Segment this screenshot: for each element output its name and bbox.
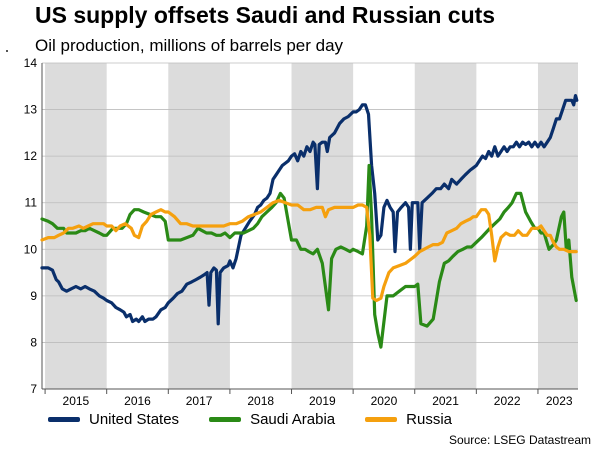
source-note: Source: LSEG Datastream bbox=[448, 433, 591, 447]
y-tick-label-11: 11 bbox=[25, 196, 38, 210]
chart-title: US supply offsets Saudi and Russian cuts bbox=[35, 2, 496, 28]
series-line-russia bbox=[40, 198, 578, 303]
shaded-band-2021 bbox=[414, 63, 477, 389]
y-tick-label-13: 13 bbox=[24, 103, 38, 117]
x-tick-label-2015: 2015 bbox=[63, 394, 90, 408]
x-tick-label-2021: 2021 bbox=[432, 394, 459, 408]
legend-label-russia: Russia bbox=[406, 411, 452, 428]
x-tick-label-2020: 2020 bbox=[371, 394, 398, 408]
legend: United States Saudi Arabia Russia bbox=[48, 411, 482, 428]
x-tick-label-2018: 2018 bbox=[247, 394, 274, 408]
y-tick-label-8: 8 bbox=[30, 335, 37, 349]
x-tick-label-2022: 2022 bbox=[494, 394, 521, 408]
y-tick-label-12: 12 bbox=[24, 149, 38, 163]
legend-item-saudi-arabia: Saudi Arabia bbox=[209, 411, 335, 428]
legend-swatch-united-states bbox=[48, 417, 80, 422]
legend-swatch-russia bbox=[365, 417, 398, 422]
shaded-year-bands bbox=[45, 63, 578, 389]
gridlines bbox=[42, 62, 578, 343]
series-line-united-states bbox=[40, 94, 579, 326]
legend-item-united-states: United States bbox=[48, 411, 179, 428]
x-tick-label-2017: 2017 bbox=[186, 394, 213, 408]
y-tick-label-14: 14 bbox=[24, 56, 38, 70]
legend-label-saudi-arabia: Saudi Arabia bbox=[250, 411, 336, 428]
y-tick-label-10: 10 bbox=[24, 242, 38, 256]
legend-item-russia: Russia bbox=[365, 411, 452, 428]
x-tick-label-2019: 2019 bbox=[309, 394, 336, 408]
shaded-band-2019 bbox=[291, 63, 354, 389]
y-tick-label-7: 7 bbox=[30, 382, 37, 396]
series-line-saudi-arabia bbox=[40, 163, 578, 349]
x-tick-label-2023: 2023 bbox=[546, 394, 573, 408]
legend-swatch-saudi-arabia bbox=[209, 417, 242, 422]
legend-label-united-states: United States bbox=[89, 411, 180, 428]
chart-subtitle: Oil production, millions of barrels per … bbox=[35, 36, 344, 55]
y-tick-label-9: 9 bbox=[30, 289, 37, 303]
tick-labels: 7 8 9 10 11 12 13 14 2015 2016 2017 2018 2019 2020 202… bbox=[24, 56, 573, 408]
x-tick-label-2016: 2016 bbox=[124, 394, 151, 408]
series-lines bbox=[40, 94, 579, 349]
decorative-dot bbox=[6, 50, 8, 52]
axes bbox=[41, 63, 578, 394]
